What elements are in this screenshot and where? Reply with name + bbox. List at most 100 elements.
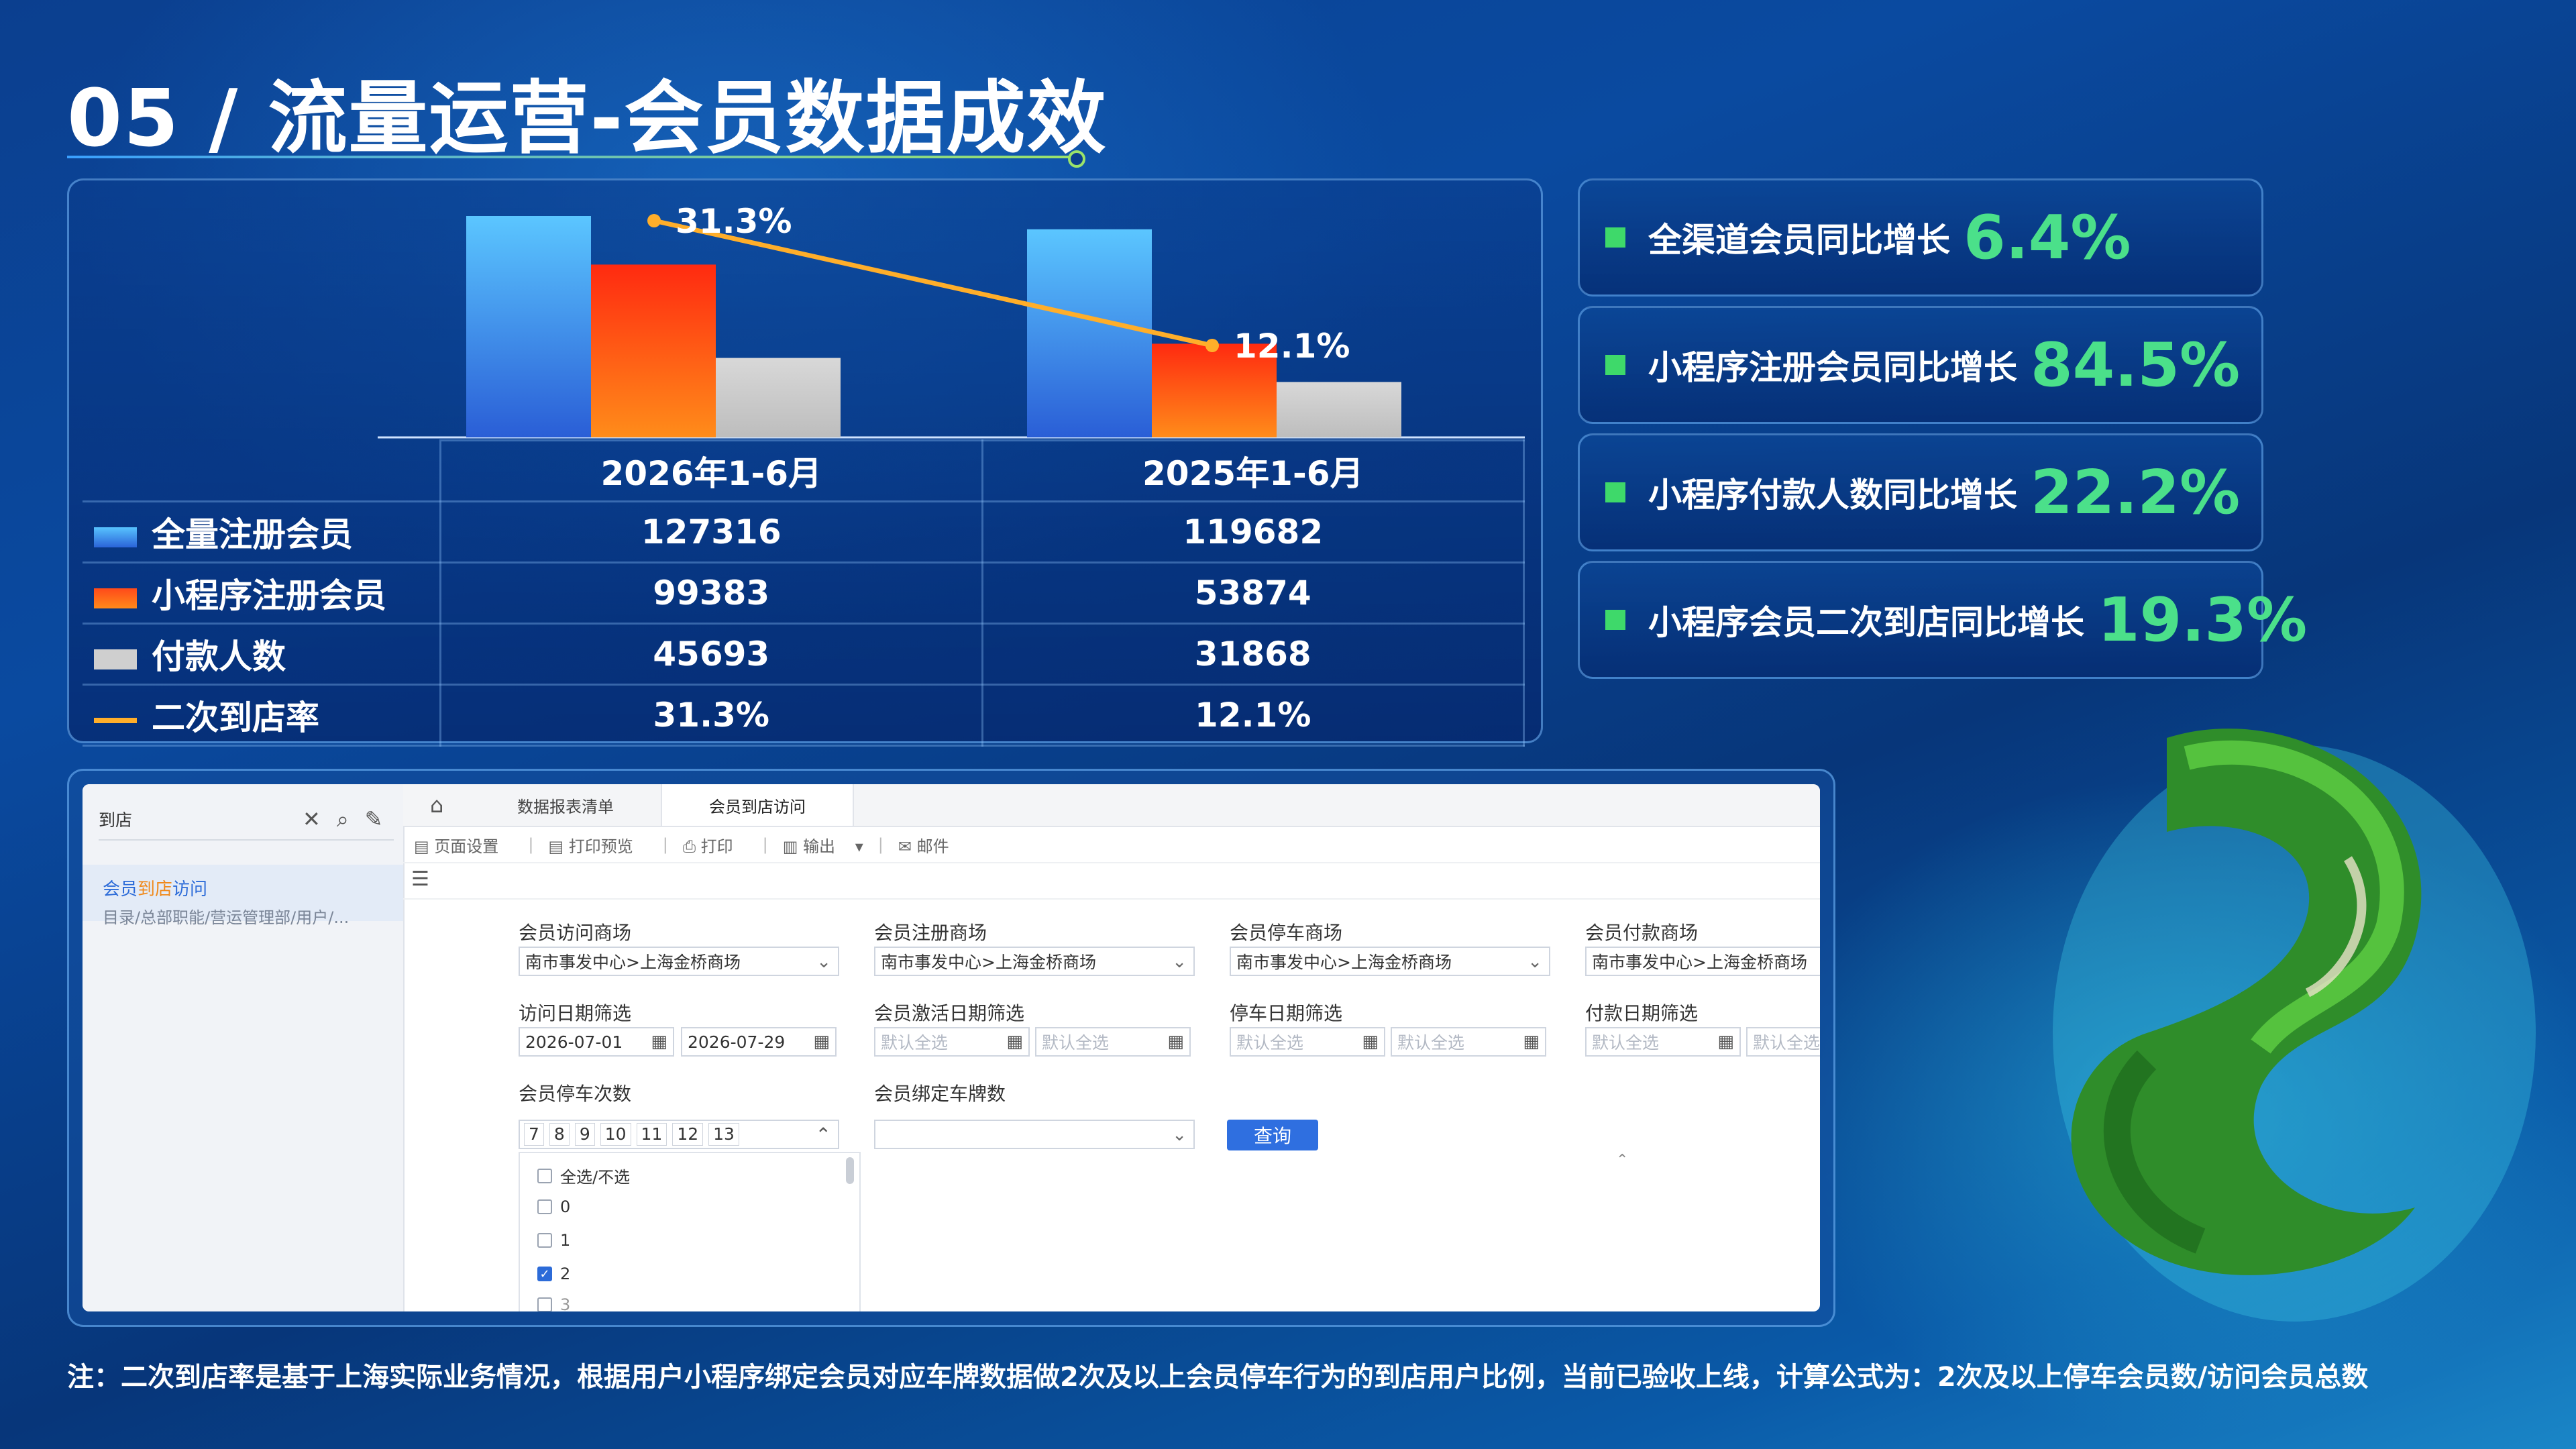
calendar-icon: ▦ [1006, 1032, 1023, 1052]
footnote: 注：二次到店率是基于上海实际业务情况，根据用户小程序绑定会员对应车牌数据做2次及… [67, 1362, 2369, 1393]
dropdown-option[interactable]: 3 [537, 1295, 570, 1311]
scrollbar[interactable] [846, 1157, 854, 1184]
bar-2-1 [591, 264, 716, 437]
bar-2-2 [1152, 343, 1277, 437]
export-button[interactable]: ▥ 输出 ▾ [782, 837, 863, 856]
toolbar-divider [403, 898, 1820, 900]
query-button[interactable]: 查询 [1227, 1120, 1318, 1150]
chip: 10 [600, 1123, 631, 1146]
calendar-icon: ▦ [651, 1032, 667, 1052]
sidebar-search[interactable]: 到店 ✕ ⌕ ✎ [99, 799, 394, 841]
row-header: 二次到店率 [83, 684, 441, 747]
home-icon[interactable]: ⌂ [429, 792, 444, 818]
email-button[interactable]: ✉ 邮件 [898, 837, 949, 856]
stat-label: 全渠道会员同比增长 [1648, 221, 1950, 260]
table-header: 2025年1-6月 [981, 439, 1525, 502]
bar-1-1 [466, 216, 591, 437]
dropdown-option[interactable]: 1 [537, 1231, 570, 1250]
sidebar-item-prefix: 会员 [103, 879, 138, 900]
checkbox[interactable] [537, 1199, 552, 1214]
visit-mall-label: 会员访问商场 [519, 922, 632, 944]
pay-date-end[interactable]: 默认全选▦ [1746, 1027, 1820, 1057]
print-label: 打印 [700, 837, 733, 856]
reg-mall-select[interactable]: 南市事发中心>上海金桥商场 ⌄ [874, 947, 1195, 976]
stat-label: 小程序注册会员同比增长 [1648, 348, 2017, 387]
checkbox[interactable] [537, 1297, 552, 1311]
stat-label: 小程序付款人数同比增长 [1648, 476, 2017, 515]
toolbar: ▤ 页面设置 | ▤ 打印预览 | ⎙ 打印 | ▥ 输出 ▾ | ✉ 邮件 [403, 827, 1820, 863]
pay-mall-label: 会员付款商场 [1585, 922, 1699, 944]
search-icon[interactable]: ⌕ [336, 806, 349, 832]
activate-date-start[interactable]: 默认全选 ▦ [874, 1027, 1030, 1057]
pin-icon[interactable]: ✎ [364, 806, 383, 832]
placeholder: 默认全选 [1042, 1033, 1110, 1053]
visit-date-start[interactable]: 2026-07-01 ▦ [519, 1027, 674, 1057]
park-date-label: 停车日期筛选 [1230, 1002, 1343, 1024]
print-preview-label: 打印预览 [568, 837, 633, 856]
row-header: 小程序注册会员 [83, 561, 441, 625]
pay-date-start[interactable]: 默认全选 ▦ [1585, 1027, 1741, 1057]
table-cell: 119682 [981, 500, 1525, 564]
email-label: 邮件 [916, 837, 949, 856]
print-button[interactable]: ⎙ 打印 [682, 837, 733, 856]
plate-count-select[interactable]: ⌄ [874, 1120, 1195, 1149]
menu-icon[interactable]: ☰ [411, 867, 429, 891]
park-count-multiselect[interactable]: 7 8 9 10 11 12 13 ⌃ [519, 1120, 839, 1149]
reg-mall-value: 南市事发中心>上海金桥商场 [881, 953, 1096, 972]
data-table: 2026年1-6月 2025年1-6月 全量注册会员 127316 119682… [83, 439, 1525, 747]
option-label: 3 [560, 1295, 571, 1311]
search-input[interactable]: 到店 [99, 810, 133, 830]
page-setup-button[interactable]: ▤ 页面设置 [414, 837, 499, 856]
option-label: 全选/不选 [560, 1168, 631, 1187]
option-label: 0 [560, 1197, 571, 1216]
chevron-up-icon[interactable]: ⌃ [815, 1124, 831, 1146]
option-label: 2 [560, 1265, 571, 1283]
row-label: 全量注册会员 [152, 515, 353, 554]
checkbox[interactable] [537, 1168, 552, 1183]
checkbox-checked[interactable]: ✓ [537, 1267, 552, 1281]
dropdown-option[interactable]: 0 [537, 1197, 570, 1216]
toolbar-separator: | [877, 835, 883, 854]
clear-icon[interactable]: ✕ [303, 806, 321, 832]
park-date-start[interactable]: 默认全选 ▦ [1230, 1027, 1385, 1057]
visit-date-end-value: 2026-07-29 [688, 1032, 786, 1052]
bar-1-2 [1027, 229, 1152, 437]
line-point [647, 214, 661, 227]
print-preview-button[interactable]: ▤ 打印预览 [548, 837, 633, 856]
stat-bullet [1605, 227, 1625, 248]
table-cell: 99383 [439, 561, 983, 625]
dropdown-option-select-all[interactable]: 全选/不选 [537, 1164, 630, 1187]
table-corner [83, 440, 441, 502]
chip: 8 [549, 1123, 570, 1146]
tab-report-list[interactable]: 数据报表清单 [470, 784, 662, 826]
row-label: 二次到店率 [152, 698, 319, 737]
park-mall-select[interactable]: 南市事发中心>上海金桥商场 ⌄ [1230, 947, 1550, 976]
park-date-end[interactable]: 默认全选 ▦ [1391, 1027, 1546, 1057]
toolbar-separator: | [662, 835, 668, 854]
stat-card: 小程序注册会员同比增长 84.5% [1578, 306, 2263, 424]
dropdown-option[interactable]: ✓ 2 [537, 1265, 570, 1283]
chevron-down-icon: ⌄ [1172, 952, 1187, 972]
table-header-row: 2026年1-6月 2025年1-6月 [83, 439, 1525, 502]
bar-line-chart: 31.3% 12.1% [378, 202, 1525, 439]
calendar-icon: ▦ [813, 1032, 830, 1052]
sidebar-item-member-visit[interactable]: 会员到店访问 目录/总部职能/营运管理部/用户/... [83, 865, 403, 927]
chip: 11 [636, 1123, 667, 1146]
app-screenshot-frame: 到店 ✕ ⌕ ✎ 会员到店访问 目录/总部职能/营运管理部/用户/... ⌂ 数… [67, 769, 1835, 1327]
checkbox[interactable] [537, 1233, 552, 1248]
tab-member-visit[interactable]: 会员到店访问 [662, 784, 854, 826]
visit-date-label: 访问日期筛选 [519, 1002, 632, 1024]
visit-mall-select[interactable]: 南市事发中心>上海金桥商场 ⌄ [519, 947, 839, 976]
chart-panel: 31.3% 12.1% 2026年1-6月 2025年1-6月 全量注册会员 12… [67, 178, 1543, 747]
visit-date-start-value: 2026-07-01 [525, 1032, 623, 1052]
visit-date-end[interactable]: 2026-07-29 ▦ [681, 1027, 837, 1057]
legend-swatch-line [94, 717, 137, 723]
table-cell: 31868 [981, 623, 1525, 686]
stat-bullet [1605, 482, 1625, 502]
sidebar-item-title: 会员到店访问 [103, 875, 403, 900]
chip: 13 [708, 1123, 739, 1146]
activate-date-end[interactable]: 默认全选 ▦ [1035, 1027, 1191, 1057]
collapse-icon[interactable]: ⌃ [1616, 1152, 1629, 1169]
pay-mall-select[interactable]: 南市事发中心>上海金桥商场⌄ [1585, 947, 1820, 976]
legend-swatch-orange [94, 588, 137, 608]
